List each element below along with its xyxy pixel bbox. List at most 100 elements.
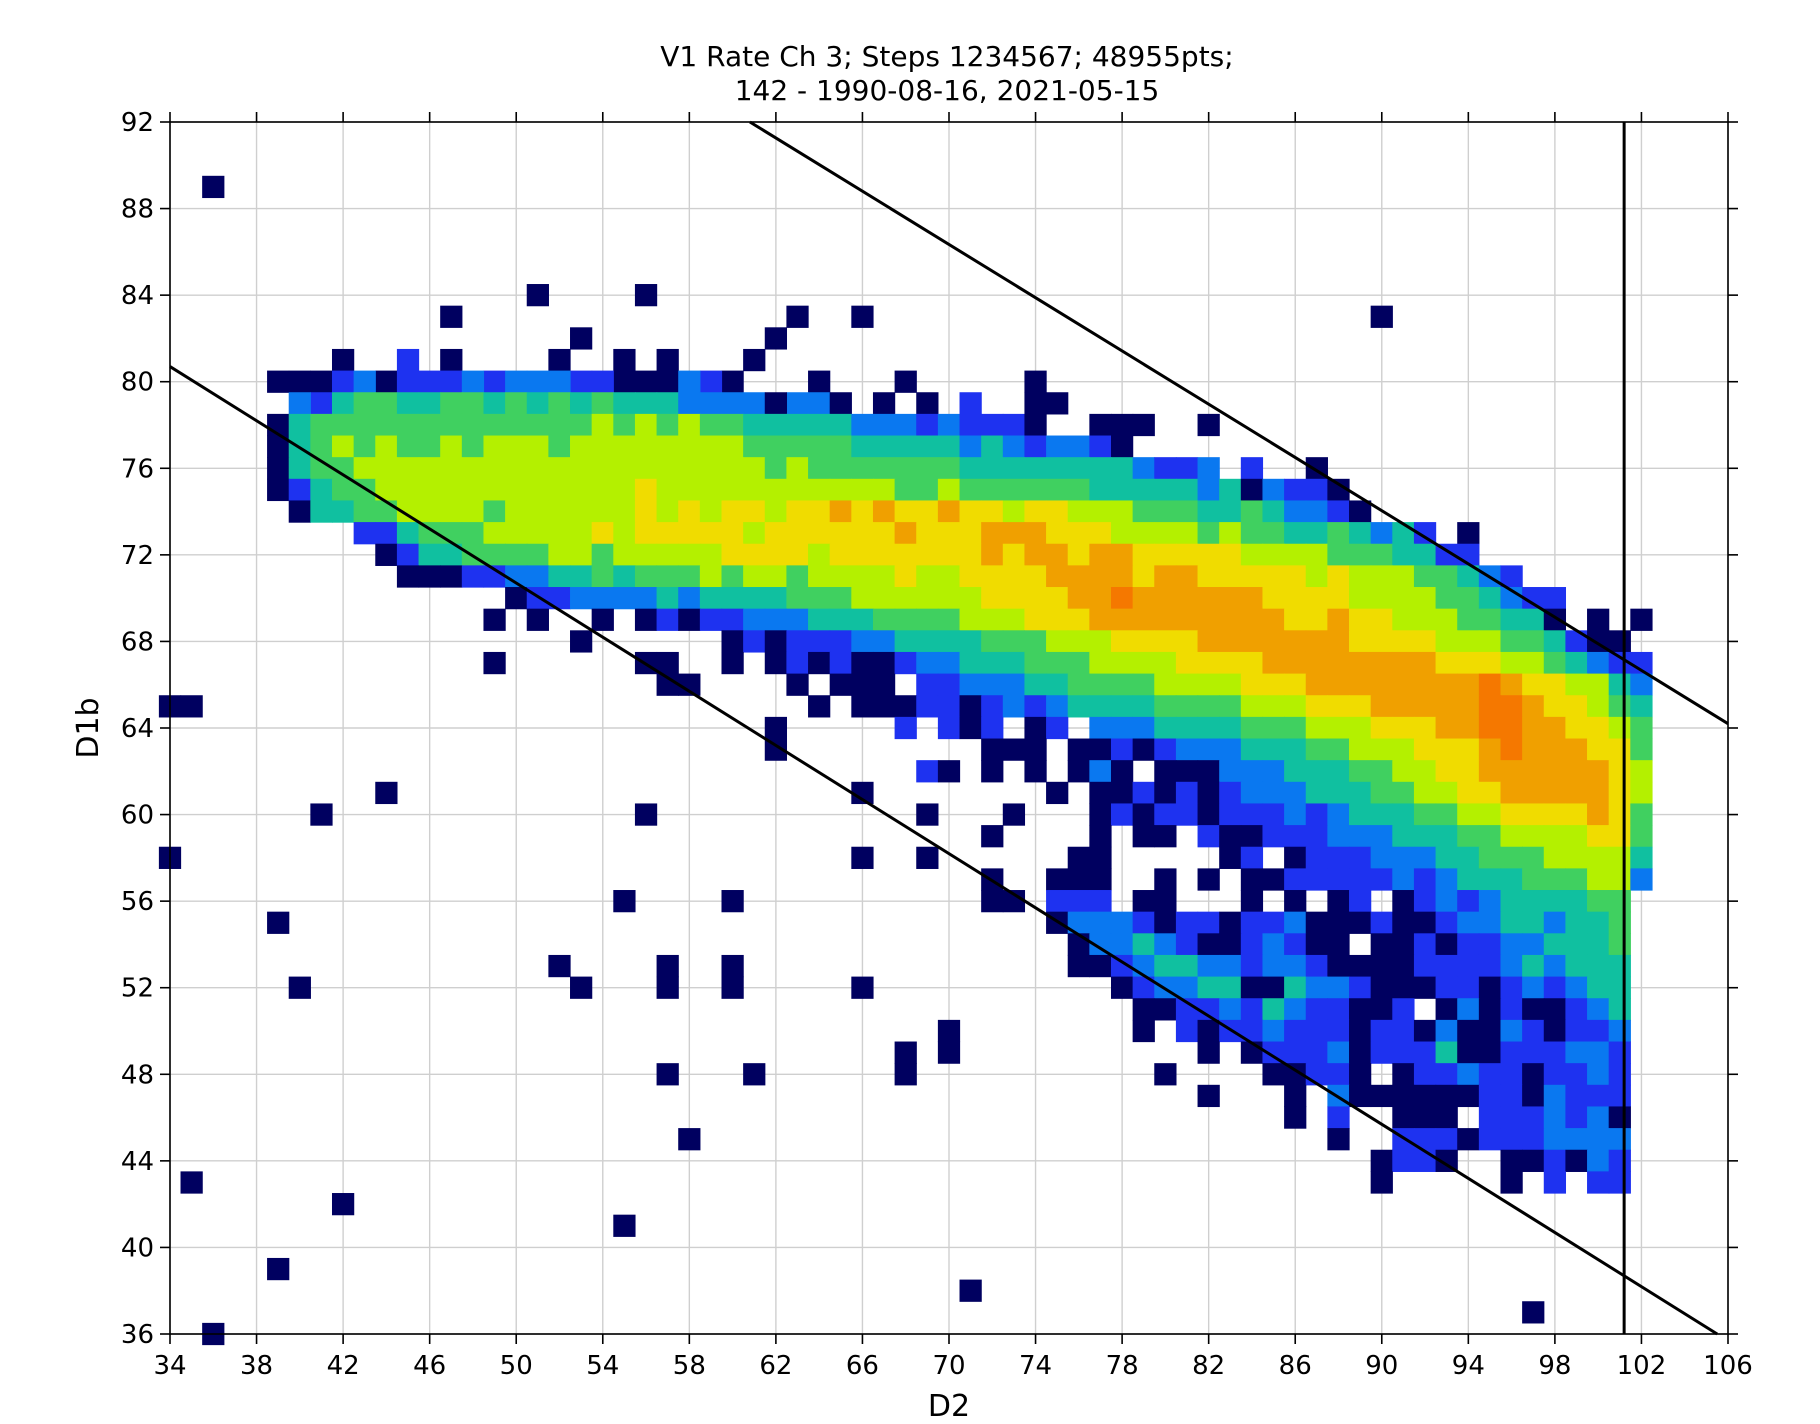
heatmap-cell	[1327, 651, 1350, 675]
heatmap-cell	[1197, 825, 1220, 848]
heatmap-cell	[1327, 890, 1350, 913]
heatmap-cell	[396, 392, 420, 415]
heatmap-cell	[1522, 1106, 1545, 1129]
heatmap-cell	[1478, 954, 1502, 978]
heatmap-cell	[1349, 954, 1372, 978]
heatmap-cell	[1089, 543, 1112, 566]
heatmap-cell	[959, 500, 982, 523]
heatmap-cell	[1587, 825, 1610, 848]
heatmap-cell	[1630, 608, 1653, 631]
heatmap-cell	[1262, 478, 1285, 502]
heatmap-cell	[1024, 435, 1047, 458]
heatmap-cell	[310, 370, 333, 393]
heatmap-cell	[1349, 522, 1372, 545]
heatmap-cell	[764, 522, 788, 545]
heatmap-cell	[678, 543, 701, 566]
heatmap-cell	[894, 522, 917, 545]
heatmap-cell	[1392, 673, 1415, 696]
heatmap-cell	[1392, 846, 1415, 869]
heatmap-cell	[180, 695, 203, 718]
heatmap-cell	[1565, 1149, 1588, 1172]
heatmap-cell	[1543, 1171, 1567, 1194]
heatmap-cell	[1089, 500, 1112, 523]
heatmap-cell	[894, 651, 917, 675]
heatmap-cell	[656, 565, 679, 588]
heatmap-cell	[1565, 738, 1588, 761]
heatmap-cell	[1587, 1128, 1610, 1151]
heatmap-cell	[1067, 543, 1090, 566]
heatmap-cell	[851, 457, 874, 480]
heatmap-cell	[1046, 392, 1069, 415]
heatmap-cell	[1240, 976, 1264, 999]
heatmap-cell	[396, 435, 420, 458]
heatmap-cell	[981, 673, 1004, 696]
heatmap-cell	[1543, 1149, 1567, 1172]
heatmap-cell	[1305, 803, 1328, 826]
heatmap-cell	[851, 781, 874, 805]
heatmap-cell	[1219, 825, 1242, 848]
heatmap-cell	[1197, 587, 1220, 610]
heatmap-cell	[916, 695, 939, 718]
heatmap-cell	[1154, 825, 1177, 848]
heatmap-cell	[1197, 543, 1220, 566]
heatmap-cell	[1132, 500, 1155, 523]
heatmap-cell	[1154, 478, 1177, 502]
heatmap-cell	[634, 435, 658, 458]
heatmap-cell	[1024, 738, 1047, 761]
heatmap-cell	[656, 500, 679, 523]
heatmap-cell	[1457, 760, 1480, 783]
x-axis-label: D2	[928, 1389, 970, 1424]
heatmap-cell	[1067, 457, 1090, 480]
heatmap-cell	[1046, 651, 1069, 675]
heatmap-cell	[1500, 1171, 1523, 1194]
heatmap-cell	[937, 630, 961, 653]
heatmap-cell	[808, 651, 831, 675]
heatmap-cell	[1565, 846, 1588, 869]
heatmap-cell	[1370, 1084, 1393, 1108]
heatmap-cell	[1046, 781, 1069, 805]
heatmap-cell	[1154, 522, 1177, 545]
heatmap-cell	[331, 370, 355, 393]
heatmap-cell	[1240, 478, 1264, 502]
heatmap-cell	[916, 651, 939, 675]
heatmap-cell	[1110, 522, 1134, 545]
heatmap-cell	[1370, 608, 1393, 631]
heatmap-cell	[1478, 976, 1502, 999]
heatmap-cell	[375, 370, 398, 393]
heatmap-cell	[1413, 1084, 1437, 1108]
heatmap-cell	[440, 348, 463, 372]
heatmap-cell	[851, 695, 874, 718]
heatmap-cell	[331, 435, 355, 458]
heatmap-cell	[418, 413, 441, 437]
heatmap-cell	[829, 392, 852, 415]
heatmap-cell	[1154, 911, 1177, 934]
heatmap-cell	[678, 565, 701, 588]
heatmap-cell	[591, 522, 614, 545]
heatmap-cell	[180, 1171, 203, 1194]
heatmap-cell	[808, 478, 831, 502]
heatmap-cell	[396, 413, 420, 437]
heatmap-cell	[1327, 630, 1350, 653]
heatmap-cell	[1392, 803, 1415, 826]
heatmap-cell	[1132, 976, 1155, 999]
heatmap-cell	[1305, 976, 1328, 999]
heatmap-cell	[786, 305, 809, 328]
heatmap-cell	[570, 457, 593, 480]
heatmap-cell	[310, 457, 333, 480]
heatmap-cell	[1089, 522, 1112, 545]
heatmap-cell	[937, 435, 961, 458]
heatmap-cell	[440, 370, 463, 393]
heatmap-cell	[1543, 716, 1567, 740]
heatmap-cell	[353, 413, 376, 437]
x-tick-label: 90	[1365, 1351, 1398, 1381]
heatmap-cell	[829, 478, 852, 502]
heatmap-cell	[764, 651, 788, 675]
heatmap-cell	[505, 565, 528, 588]
heatmap-cell	[1002, 478, 1026, 502]
heatmap-cell	[699, 478, 723, 502]
y-tick-label: 40	[121, 1233, 154, 1263]
heatmap-cell	[786, 478, 809, 502]
heatmap-cell	[1608, 716, 1631, 740]
heatmap-cell	[1435, 738, 1458, 761]
heatmap-cell	[1500, 825, 1523, 848]
